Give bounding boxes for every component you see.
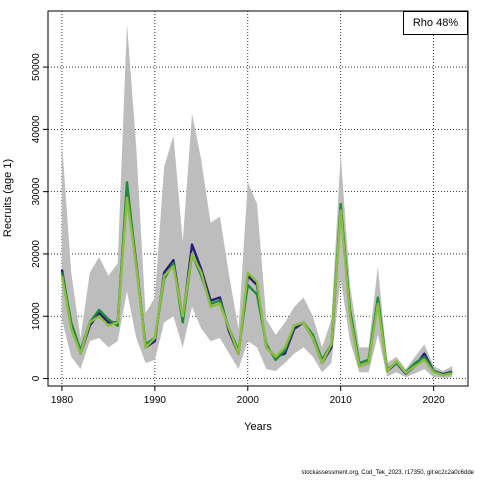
x-axis-title: Years [244, 421, 272, 433]
x-tick-label: 2010 [330, 395, 353, 406]
footer-credit: stockassessment.org, Cod_Tek_2023, r1735… [301, 470, 474, 476]
x-tick-label: 1980 [51, 395, 74, 406]
y-axis-title: Recruits (age 1) [2, 159, 14, 237]
x-tick-label: 2000 [237, 395, 260, 406]
series-line-3 [60, 196, 453, 377]
y-axis: 0 10000 20000 30000 40000 50000 [31, 53, 48, 381]
x-tick-label: 2020 [422, 395, 445, 406]
confidence-band [61, 23, 453, 378]
y-tick-label: 50000 [31, 53, 42, 81]
y-tick-label: 40000 [31, 115, 42, 143]
x-axis: 1980 1990 2000 2010 2020 [51, 386, 445, 406]
plot-frame [47, 10, 469, 387]
y-tick-label: 0 [31, 375, 42, 381]
y-tick-label: 20000 [31, 240, 42, 268]
y-tick-label: 30000 [31, 177, 42, 205]
x-tick-label: 1990 [144, 395, 167, 406]
legend-text: Rho 48% [412, 17, 459, 29]
series-lines [60, 181, 453, 377]
y-tick-label: 10000 [31, 302, 42, 330]
legend-box: Rho 48% [403, 11, 468, 35]
confidence-band-area [61, 23, 453, 378]
